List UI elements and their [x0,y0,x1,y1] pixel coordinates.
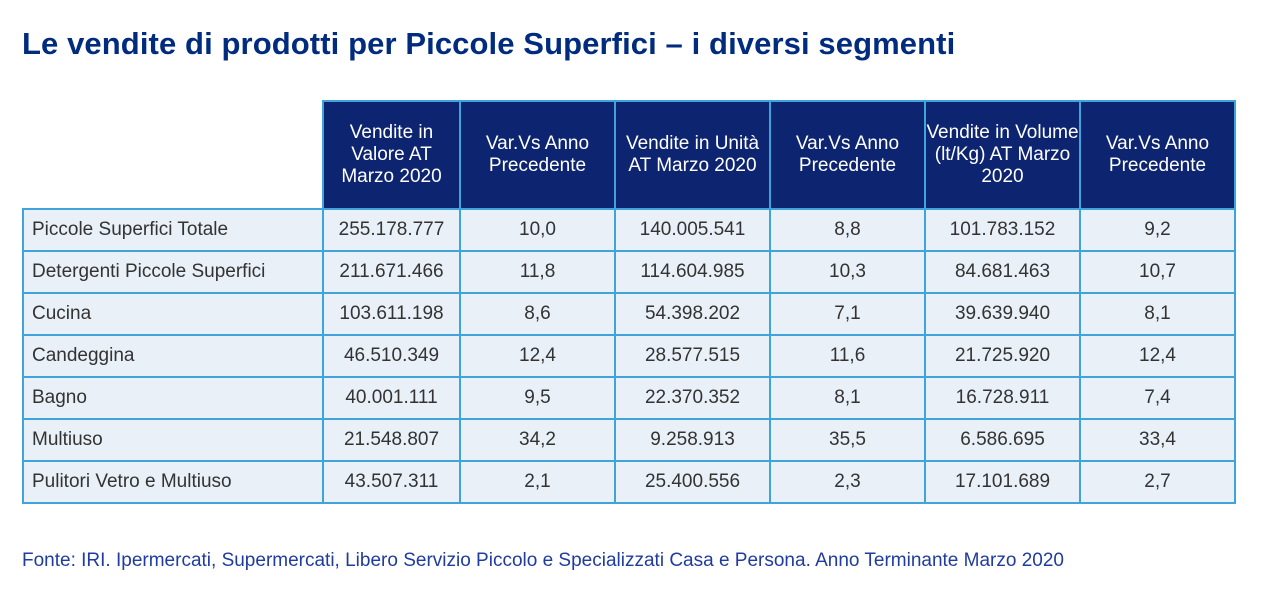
cell-vendite-valore: 21.548.807 [322,418,461,462]
cell-vendite-volume: 101.783.152 [924,208,1081,252]
cell-var-unita: 7,1 [769,292,926,336]
header-blank-cell [23,101,323,209]
cell-vendite-valore: 43.507.311 [322,460,461,504]
cell-vendite-volume: 21.725.920 [924,334,1081,378]
table-row: Piccole Superfici Totale 255.178.777 10,… [22,208,1236,252]
cell-var-unita: 2,3 [769,460,926,504]
sales-table: Vendite in Valore AT Marzo 2020 Var.Vs A… [22,100,1236,504]
cell-vendite-valore: 40.001.111 [322,376,461,420]
cell-var-valore: 34,2 [459,418,616,462]
cell-var-valore: 9,5 [459,376,616,420]
cell-vendite-unita: 140.005.541 [614,208,771,252]
header-var-volume: Var.Vs Anno Precedente [1079,100,1236,210]
cell-var-volume: 33,4 [1079,418,1236,462]
page-title: Le vendite di prodotti per Piccole Super… [22,26,956,61]
row-label: Pulitori Vetro e Multiuso [22,460,324,504]
cell-vendite-valore: 103.611.198 [322,292,461,336]
cell-vendite-valore: 211.671.466 [322,250,461,294]
cell-vendite-volume: 6.586.695 [924,418,1081,462]
cell-vendite-volume: 84.681.463 [924,250,1081,294]
row-label: Candeggina [22,334,324,378]
cell-vendite-unita: 25.400.556 [614,460,771,504]
header-row: Vendite in Valore AT Marzo 2020 Var.Vs A… [23,100,1236,210]
header-vendite-volume: Vendite in Volume (lt/Kg) AT Marzo 2020 [924,100,1081,210]
cell-vendite-unita: 54.398.202 [614,292,771,336]
cell-var-unita: 8,1 [769,376,926,420]
cell-var-volume: 12,4 [1079,334,1236,378]
table-row: Bagno 40.001.111 9,5 22.370.352 8,1 16.7… [22,376,1236,420]
cell-vendite-volume: 39.639.940 [924,292,1081,336]
cell-var-unita: 11,6 [769,334,926,378]
row-label: Piccole Superfici Totale [22,208,324,252]
cell-var-volume: 2,7 [1079,460,1236,504]
cell-var-valore: 8,6 [459,292,616,336]
cell-var-unita: 10,3 [769,250,926,294]
table-row: Cucina 103.611.198 8,6 54.398.202 7,1 39… [22,292,1236,336]
cell-var-volume: 7,4 [1079,376,1236,420]
table-row: Candeggina 46.510.349 12,4 28.577.515 11… [22,334,1236,378]
cell-var-volume: 8,1 [1079,292,1236,336]
row-label: Bagno [22,376,324,420]
row-label: Multiuso [22,418,324,462]
cell-vendite-unita: 28.577.515 [614,334,771,378]
cell-vendite-unita: 114.604.985 [614,250,771,294]
cell-var-valore: 12,4 [459,334,616,378]
cell-vendite-unita: 22.370.352 [614,376,771,420]
cell-var-valore: 10,0 [459,208,616,252]
cell-vendite-volume: 16.728.911 [924,376,1081,420]
source-note: Fonte: IRI. Ipermercati, Supermercati, L… [22,550,1064,571]
cell-var-valore: 11,8 [459,250,616,294]
table-row: Pulitori Vetro e Multiuso 43.507.311 2,1… [22,460,1236,504]
cell-var-valore: 2,1 [459,460,616,504]
header-var-valore: Var.Vs Anno Precedente [459,100,616,210]
cell-var-unita: 35,5 [769,418,926,462]
row-label: Detergenti Piccole Superfici [22,250,324,294]
table-row: Detergenti Piccole Superfici 211.671.466… [22,250,1236,294]
cell-vendite-volume: 17.101.689 [924,460,1081,504]
header-vendite-unita: Vendite in Unità AT Marzo 2020 [614,100,771,210]
header-vendite-valore: Vendite in Valore AT Marzo 2020 [322,100,461,210]
cell-var-volume: 10,7 [1079,250,1236,294]
cell-var-unita: 8,8 [769,208,926,252]
header-var-unita: Var.Vs Anno Precedente [769,100,926,210]
cell-vendite-valore: 255.178.777 [322,208,461,252]
cell-vendite-unita: 9.258.913 [614,418,771,462]
row-label: Cucina [22,292,324,336]
cell-var-volume: 9,2 [1079,208,1236,252]
table-row: Multiuso 21.548.807 34,2 9.258.913 35,5 … [22,418,1236,462]
cell-vendite-valore: 46.510.349 [322,334,461,378]
